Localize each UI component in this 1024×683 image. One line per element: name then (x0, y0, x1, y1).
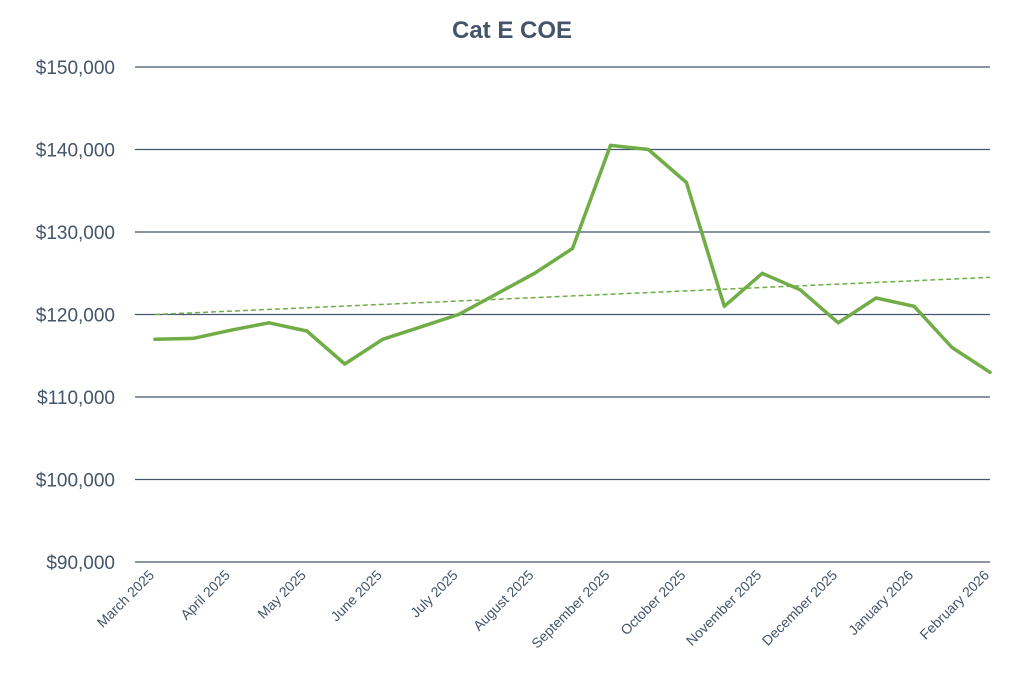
x-tick-label: June 2025 (327, 567, 385, 625)
y-tick-label: $120,000 (36, 306, 115, 327)
data-point (988, 370, 992, 374)
x-tick-label: September 2025 (528, 567, 613, 652)
y-tick-label: $150,000 (36, 58, 115, 79)
y-tick-label: $140,000 (36, 141, 115, 162)
data-point (229, 328, 233, 332)
data-point (381, 337, 385, 341)
y-axis-tick-labels: $90,000 $100,000 $110,000 $120,000 $130,000 $… (36, 58, 115, 574)
data-point (912, 304, 916, 308)
x-tick-label: January 2026 (845, 567, 916, 638)
data-point (457, 312, 461, 317)
data-point (874, 296, 878, 300)
data-point (798, 288, 802, 292)
y-tick-label: $100,000 (36, 471, 115, 492)
y-tick-label: $90,000 (46, 553, 115, 574)
x-tick-label: February 2026 (916, 567, 992, 643)
x-tick-label: August 2025 (470, 567, 537, 634)
x-tick-label: May 2025 (254, 567, 309, 622)
x-tick-label: March 2025 (94, 567, 158, 631)
data-point (267, 321, 271, 325)
data-point (722, 304, 726, 308)
data-point (494, 292, 499, 296)
series-line (153, 143, 992, 375)
y-tick-label: $110,000 (37, 388, 115, 409)
x-tick-label: November 2025 (683, 567, 765, 649)
chart-title: Cat E COE (452, 17, 572, 44)
data-point (950, 345, 954, 350)
y-tick-label: $130,000 (36, 223, 115, 244)
data-point (191, 336, 195, 341)
data-point (305, 329, 309, 333)
data-point (836, 321, 840, 325)
data-point (646, 147, 651, 152)
data-point (419, 325, 423, 329)
data-point (608, 143, 613, 147)
x-axis-tick-labels: March 2025 April 2025 May 2025 June 2025 Jul… (94, 567, 993, 652)
data-point (153, 337, 157, 341)
x-tick-label: December 2025 (759, 567, 841, 649)
data-point (760, 271, 764, 275)
x-tick-label: October 2025 (617, 567, 688, 638)
trendline-layer (154, 276, 991, 316)
data-point (343, 362, 347, 366)
x-tick-label: April 2025 (177, 567, 233, 623)
data-point (532, 271, 537, 275)
series-layer (153, 143, 992, 375)
x-tick-label: July 2025 (407, 567, 461, 621)
data-point (684, 180, 688, 185)
data-point (570, 246, 575, 251)
grid-lines (135, 66, 990, 563)
trendline (154, 276, 991, 316)
